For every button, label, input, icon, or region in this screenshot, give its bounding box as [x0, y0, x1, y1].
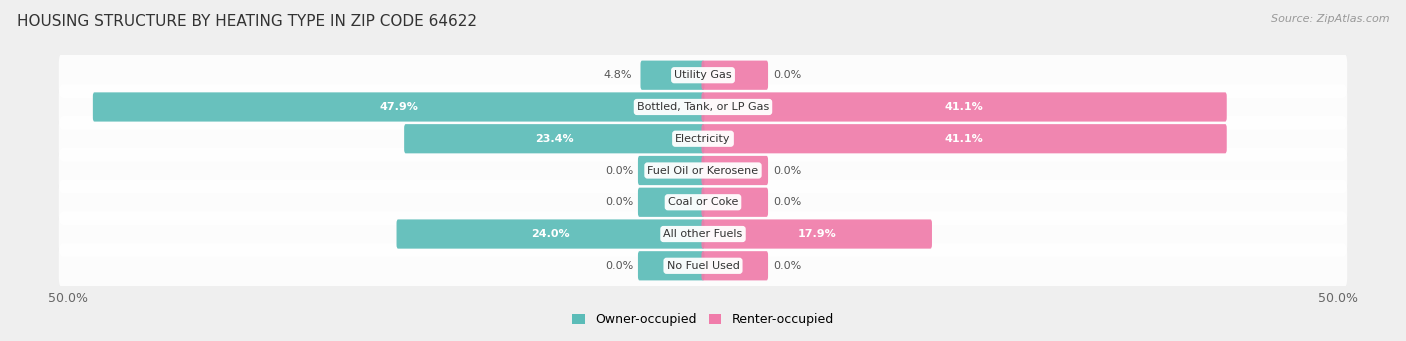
FancyBboxPatch shape — [702, 251, 768, 280]
Text: Bottled, Tank, or LP Gas: Bottled, Tank, or LP Gas — [637, 102, 769, 112]
Text: 0.0%: 0.0% — [605, 197, 633, 207]
FancyBboxPatch shape — [59, 148, 1347, 193]
FancyBboxPatch shape — [702, 92, 1227, 122]
Text: Fuel Oil or Kerosene: Fuel Oil or Kerosene — [647, 165, 759, 176]
FancyBboxPatch shape — [702, 61, 768, 90]
Text: 24.0%: 24.0% — [531, 229, 569, 239]
Legend: Owner-occupied, Renter-occupied: Owner-occupied, Renter-occupied — [568, 308, 838, 331]
Text: 0.0%: 0.0% — [773, 261, 801, 271]
FancyBboxPatch shape — [59, 53, 1347, 98]
Text: 0.0%: 0.0% — [773, 197, 801, 207]
Text: 47.9%: 47.9% — [380, 102, 418, 112]
Text: 0.0%: 0.0% — [773, 165, 801, 176]
Text: All other Fuels: All other Fuels — [664, 229, 742, 239]
Text: Electricity: Electricity — [675, 134, 731, 144]
FancyBboxPatch shape — [93, 92, 704, 122]
FancyBboxPatch shape — [702, 156, 768, 185]
FancyBboxPatch shape — [396, 219, 704, 249]
FancyBboxPatch shape — [702, 219, 932, 249]
Text: 0.0%: 0.0% — [773, 70, 801, 80]
Text: 0.0%: 0.0% — [605, 261, 633, 271]
FancyBboxPatch shape — [59, 85, 1347, 130]
FancyBboxPatch shape — [59, 116, 1347, 161]
Text: Utility Gas: Utility Gas — [675, 70, 731, 80]
Text: 41.1%: 41.1% — [945, 102, 983, 112]
FancyBboxPatch shape — [59, 243, 1347, 288]
FancyBboxPatch shape — [641, 61, 704, 90]
Text: No Fuel Used: No Fuel Used — [666, 261, 740, 271]
FancyBboxPatch shape — [638, 188, 704, 217]
FancyBboxPatch shape — [638, 156, 704, 185]
Text: HOUSING STRUCTURE BY HEATING TYPE IN ZIP CODE 64622: HOUSING STRUCTURE BY HEATING TYPE IN ZIP… — [17, 14, 477, 29]
FancyBboxPatch shape — [59, 211, 1347, 256]
Text: 41.1%: 41.1% — [945, 134, 983, 144]
FancyBboxPatch shape — [638, 251, 704, 280]
Text: 0.0%: 0.0% — [605, 165, 633, 176]
FancyBboxPatch shape — [59, 180, 1347, 225]
FancyBboxPatch shape — [702, 124, 1227, 153]
Text: 17.9%: 17.9% — [797, 229, 837, 239]
Text: Coal or Coke: Coal or Coke — [668, 197, 738, 207]
Text: 4.8%: 4.8% — [603, 70, 631, 80]
Text: Source: ZipAtlas.com: Source: ZipAtlas.com — [1271, 14, 1389, 24]
Text: 23.4%: 23.4% — [536, 134, 574, 144]
FancyBboxPatch shape — [404, 124, 704, 153]
FancyBboxPatch shape — [702, 188, 768, 217]
